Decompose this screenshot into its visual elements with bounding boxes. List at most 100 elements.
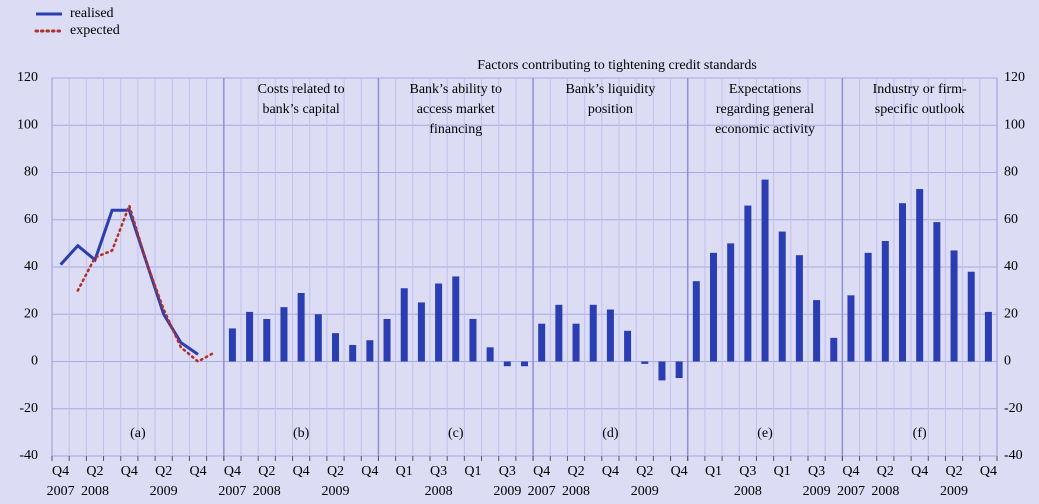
bar	[486, 347, 494, 362]
bar	[246, 311, 254, 362]
x-tick-label: Q4	[224, 464, 241, 479]
bar	[521, 361, 528, 367]
y2-tick-label: 20	[1004, 306, 1018, 321]
bar	[435, 283, 443, 362]
panel-title: Industry or firm-	[873, 82, 967, 97]
bar	[864, 252, 872, 362]
x-tick-label: Q2	[567, 464, 584, 479]
bar	[555, 304, 563, 362]
panel-label: (b)	[293, 426, 310, 441]
y2-tick-label: 40	[1004, 259, 1018, 274]
bar	[503, 361, 511, 367]
y2-tick-label: 0	[1004, 354, 1011, 369]
y-tick-label: -40	[19, 448, 38, 463]
bar	[967, 271, 975, 362]
bar	[675, 361, 683, 379]
y-tick-label: 100	[17, 117, 38, 132]
chart-title: Factors contributing to tightening credi…	[477, 58, 757, 73]
bar	[933, 222, 941, 362]
x-tick-label: Q4	[189, 464, 206, 479]
y-tick-label: 80	[24, 165, 38, 180]
year-label: 2007	[218, 484, 246, 499]
year-label: 2007	[837, 484, 865, 499]
year-label: 2009	[631, 484, 659, 499]
panel-title: Bank’s liquidity	[565, 82, 655, 97]
bar	[795, 255, 803, 362]
year-label: 2009	[322, 484, 350, 499]
bar	[349, 344, 357, 362]
x-tick-label: Q1	[396, 464, 413, 479]
bar	[452, 276, 460, 362]
bar	[761, 179, 769, 362]
bar	[366, 340, 374, 362]
x-tick-label: Q1	[705, 464, 722, 479]
bar	[984, 311, 992, 362]
x-tick-label: Q2	[945, 464, 962, 479]
panel-label: (e)	[757, 426, 773, 441]
line-series	[59, 208, 199, 356]
year-label: 2009	[493, 484, 521, 499]
x-tick-label: Q1	[464, 464, 481, 479]
bar	[950, 250, 958, 362]
x-tick-label: Q2	[877, 464, 894, 479]
x-tick-label: Q4	[361, 464, 378, 479]
panel-title: regarding general	[716, 102, 814, 117]
y-tick-label: -20	[19, 401, 38, 416]
bar	[417, 302, 425, 362]
bar	[847, 295, 855, 362]
x-tick-label: Q2	[86, 464, 103, 479]
panel-title: access market	[417, 102, 495, 117]
bar	[624, 330, 632, 362]
y2-tick-label: 60	[1004, 212, 1018, 227]
x-tick-label: Q2	[155, 464, 172, 479]
y-tick-label: 60	[24, 212, 38, 227]
bar	[727, 243, 735, 362]
bar	[469, 318, 477, 362]
line-series	[76, 201, 217, 364]
panel-title: specific outlook	[875, 102, 965, 117]
y-tick-label: 40	[24, 259, 38, 274]
y2-tick-label: 80	[1004, 165, 1018, 180]
x-tick-label: Q4	[533, 464, 550, 479]
y-tick-label: 20	[24, 306, 38, 321]
bar	[916, 189, 924, 362]
bar	[572, 323, 580, 362]
panel-label: (f)	[913, 426, 927, 441]
bar	[228, 328, 236, 362]
bar	[692, 281, 700, 362]
x-tick-label: Q3	[739, 464, 756, 479]
panel-title: economic activity	[715, 122, 815, 137]
y-tick-label: 120	[17, 70, 38, 85]
x-tick-label: Q4	[911, 464, 928, 479]
panel-label: (d)	[602, 426, 619, 441]
bar	[332, 333, 339, 362]
bar	[641, 361, 649, 364]
bar	[314, 314, 322, 362]
bar	[778, 231, 786, 362]
year-label: 2008	[253, 484, 281, 499]
x-tick-label: Q3	[499, 464, 516, 479]
bar	[658, 361, 666, 381]
year-label: 2008	[562, 484, 590, 499]
panel-title: position	[588, 102, 633, 117]
x-tick-label: Q3	[430, 464, 447, 479]
y2-tick-label: 120	[1004, 70, 1025, 85]
year-label: 2009	[803, 484, 831, 499]
x-tick-label: Q4	[980, 464, 997, 479]
bar	[280, 307, 288, 362]
bar	[830, 337, 838, 362]
bar	[881, 241, 889, 362]
year-label: 2009	[940, 484, 968, 499]
bar	[538, 323, 546, 362]
panel-title: Expectations	[729, 82, 801, 97]
x-tick-label: Q4	[842, 464, 859, 479]
legend-label: expected	[70, 23, 120, 38]
year-label: 2008	[81, 484, 109, 499]
y2-tick-label: -20	[1004, 401, 1023, 416]
year-label: 2008	[871, 484, 899, 499]
panel-title: financing	[429, 122, 482, 137]
bar	[400, 288, 408, 362]
x-tick-label: Q2	[636, 464, 653, 479]
bar	[589, 304, 597, 362]
x-tick-label: Q3	[808, 464, 825, 479]
